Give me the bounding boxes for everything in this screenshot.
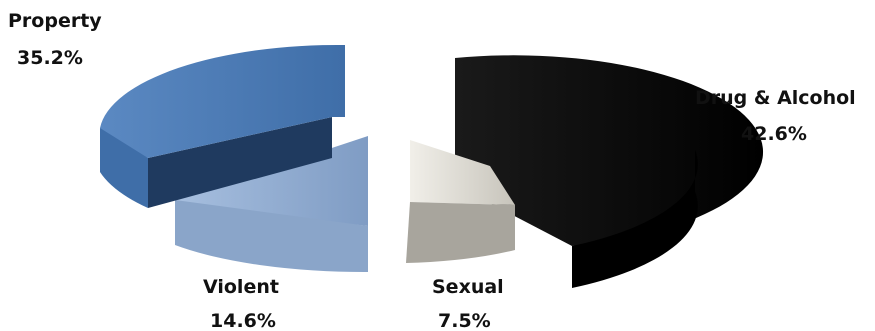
label-violent-name: Violent [203, 276, 279, 298]
label-drug-alcohol-value: 42.6% [741, 123, 807, 145]
slice-property-side [100, 128, 148, 208]
slice-violent-side [175, 200, 368, 273]
label-sexual-name: Sexual [432, 276, 504, 298]
slice-property [100, 44, 345, 208]
label-sexual-value: 7.5% [438, 310, 491, 331]
slice-property-inner-wall [148, 117, 332, 208]
slice-sexual [406, 140, 515, 263]
label-property-value: 35.2% [17, 47, 83, 69]
label-violent-value: 14.6% [210, 310, 276, 331]
slice-property-top [100, 44, 345, 158]
slice-sexual-side [406, 202, 515, 263]
slice-sexual-top [410, 140, 515, 205]
slice-drug-alcohol [455, 55, 764, 288]
label-property-name: Property [8, 10, 102, 32]
slice-drug-alcohol-side [572, 150, 698, 288]
label-drug-alcohol-name: Drug & Alcohol [695, 87, 856, 109]
